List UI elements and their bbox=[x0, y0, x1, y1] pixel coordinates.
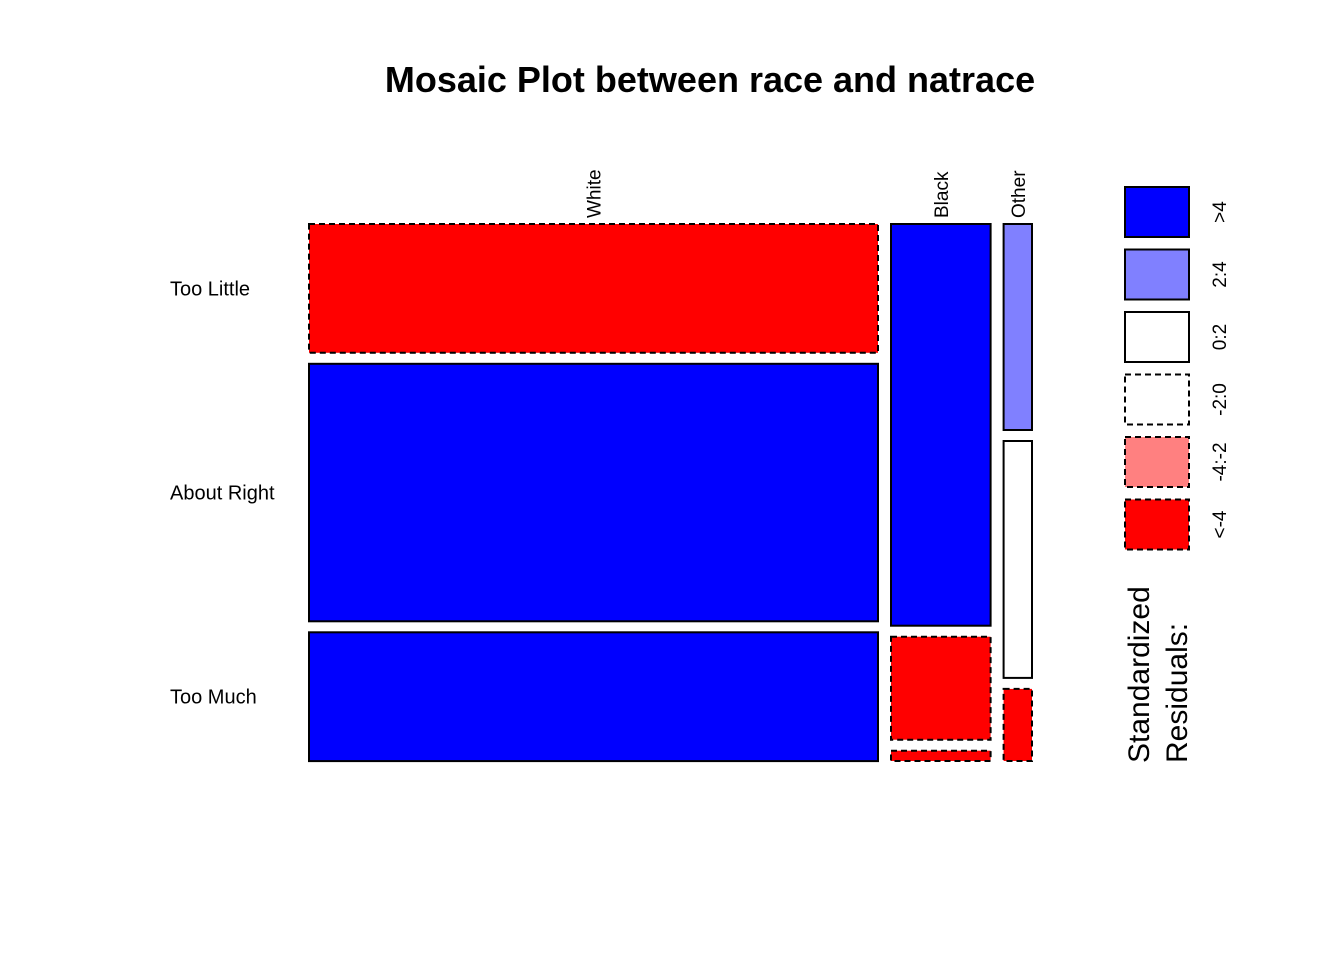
mosaic-tiles bbox=[308, 223, 1033, 763]
legend-label-4: -4:-2 bbox=[1210, 442, 1231, 481]
chart-title: Mosaic Plot between race and natrace bbox=[385, 59, 1035, 100]
tile-other-too-little bbox=[1002, 223, 1033, 431]
tile-black-about-right bbox=[890, 635, 992, 741]
legend-title-line-0: Standardized bbox=[1123, 586, 1156, 763]
legend-swatch-4 bbox=[1124, 436, 1190, 488]
column-label-black: Black bbox=[932, 171, 953, 218]
legend-label-1: 2:4 bbox=[1210, 261, 1231, 288]
legend-label-0: >4 bbox=[1210, 201, 1231, 223]
tile-white-too-much bbox=[308, 631, 879, 763]
row-label-about-right: About Right bbox=[170, 483, 275, 505]
tile-other-about-right bbox=[1002, 440, 1033, 679]
legend-swatch-2 bbox=[1124, 311, 1190, 363]
legend-label-5: <-4 bbox=[1210, 510, 1231, 538]
row-labels: Too Little About Right Too Much bbox=[170, 278, 275, 708]
legend-swatch-5 bbox=[1124, 498, 1190, 551]
legend-title-line-1: Residuals: bbox=[1161, 623, 1194, 763]
legend-swatch-0 bbox=[1124, 186, 1190, 238]
column-label-other: Other bbox=[1009, 170, 1030, 218]
tile-white-too-little bbox=[308, 223, 879, 354]
column-labels: White Black Other bbox=[585, 169, 1030, 218]
column-label-white: White bbox=[585, 169, 606, 218]
row-label-too-little: Too Little bbox=[170, 278, 250, 300]
tile-black-too-much bbox=[890, 749, 992, 763]
legend: >4 2:4 0:2 -2:0 -4:-2 <-4 Standardized Residual… bbox=[1123, 186, 1231, 763]
row-label-too-much: Too Much bbox=[170, 687, 257, 709]
tile-other-too-much bbox=[1002, 687, 1033, 763]
legend-label-3: -2:0 bbox=[1210, 383, 1231, 416]
legend-label-2: 0:2 bbox=[1210, 324, 1231, 350]
tile-black-too-little bbox=[890, 223, 992, 627]
tile-white-about-right bbox=[308, 362, 879, 623]
legend-swatch-1 bbox=[1124, 248, 1190, 301]
legend-swatch-3 bbox=[1124, 373, 1190, 426]
